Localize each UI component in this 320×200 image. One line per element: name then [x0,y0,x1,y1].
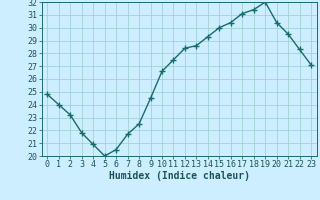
X-axis label: Humidex (Indice chaleur): Humidex (Indice chaleur) [109,171,250,181]
